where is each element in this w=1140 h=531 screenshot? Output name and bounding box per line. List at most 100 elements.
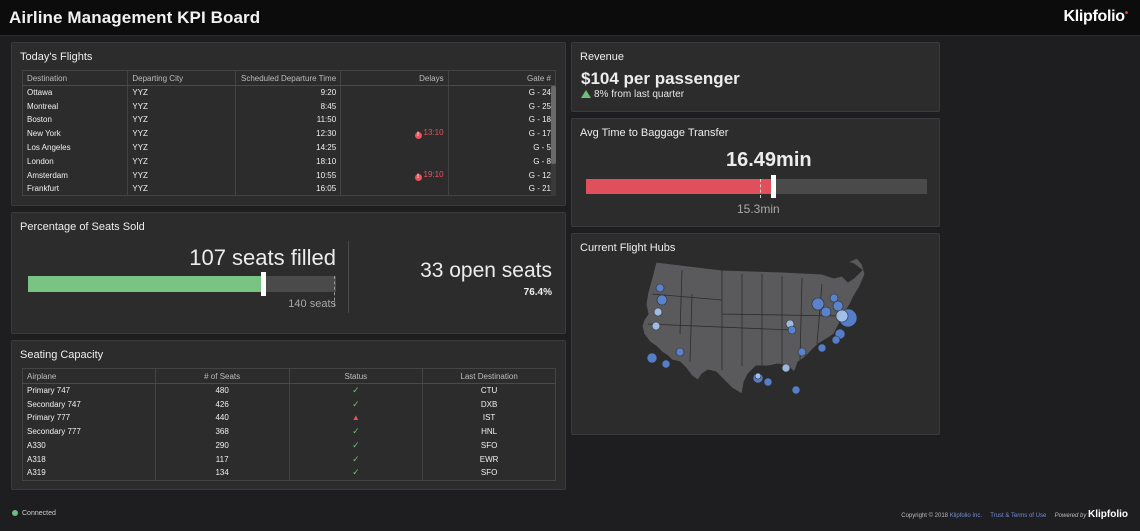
- flight-departing-city: YYZ: [127, 168, 236, 183]
- flight-hub-marker[interactable]: [831, 335, 841, 345]
- seats-bar-track: [28, 272, 336, 296]
- capacity-table: Airplane # of Seats Status Last Destinat…: [22, 368, 556, 481]
- connected-dot-icon: [12, 510, 18, 516]
- capacity-status: ✓: [289, 466, 424, 481]
- flights-scrollbar[interactable]: [551, 86, 556, 196]
- flight-hub-marker[interactable]: [787, 325, 797, 335]
- flight-hub-marker[interactable]: [655, 283, 665, 293]
- capacity-status: ✓: [289, 424, 424, 439]
- us-map-outline: [641, 257, 866, 395]
- flight-hub-marker[interactable]: [754, 372, 762, 380]
- capacity-seats: 290: [155, 438, 290, 453]
- seats-filled-label: 107 seats filled: [189, 245, 336, 270]
- checkmark-icon: ✓: [352, 398, 360, 409]
- flight-hub-marker[interactable]: [829, 293, 839, 303]
- up-arrow-icon: [581, 90, 591, 98]
- flight-hub-marker[interactable]: [763, 377, 773, 387]
- flight-departure-time: 11:50: [235, 113, 342, 127]
- us-map[interactable]: [572, 234, 941, 436]
- capacity-last-destination: EWR: [479, 454, 499, 464]
- checkmark-icon: ✓: [352, 467, 360, 478]
- capacity-row[interactable]: Primary 777 440 ▲ IST: [22, 411, 556, 425]
- flight-hub-marker[interactable]: [811, 297, 825, 311]
- flight-row[interactable]: Frankfurt YYZ 16:05 G - 21: [22, 182, 556, 196]
- hub-points: [646, 283, 858, 395]
- capacity-airplane: A319: [22, 466, 156, 481]
- flight-hub-marker[interactable]: [835, 309, 849, 323]
- powered-by-text: Powered by: [1054, 513, 1087, 519]
- flight-row[interactable]: London YYZ 18:10 G - 8: [22, 154, 556, 169]
- delay-alert-icon: !: [414, 173, 422, 181]
- company-link[interactable]: Klipfolio Inc.: [949, 513, 983, 519]
- flight-hub-marker[interactable]: [781, 363, 791, 373]
- col-gate[interactable]: Gate #: [448, 70, 556, 86]
- flight-destination: Ottawa: [22, 85, 129, 100]
- terms-link[interactable]: Trust & Terms of Use: [990, 513, 1047, 519]
- capacity-row[interactable]: Secondary 747 426 ✓ DXB: [22, 397, 556, 412]
- flight-row[interactable]: Boston YYZ 11:50 G - 18: [22, 113, 556, 127]
- baggage-panel: Avg Time to Baggage Transfer 16.49min 15…: [571, 118, 940, 227]
- seats-sold-panel: Percentage of Seats Sold 107 seats fille…: [11, 212, 566, 334]
- capacity-row[interactable]: A319 134 ✓ SFO: [22, 466, 556, 481]
- baggage-bar-fill: [586, 179, 774, 194]
- col-num-seats[interactable]: # of Seats: [155, 368, 290, 384]
- flight-hub-marker[interactable]: [661, 359, 671, 369]
- flight-hub-marker[interactable]: [653, 307, 663, 317]
- col-last-destination[interactable]: Last Destination: [422, 368, 556, 384]
- flight-hub-marker[interactable]: [820, 306, 832, 318]
- col-departure-time[interactable]: Scheduled Departure Time: [235, 70, 342, 86]
- flight-delay: [340, 182, 449, 196]
- capacity-seats: 368: [155, 424, 290, 439]
- capacity-last-destination: SFO: [480, 441, 498, 451]
- flight-row[interactable]: Montreal YYZ 8:45 G - 25: [22, 99, 556, 114]
- capacity-airplane: A330: [22, 438, 156, 453]
- flight-row[interactable]: Amsterdam YYZ 10:55! 19:10 G - 12: [22, 168, 556, 183]
- flight-departure-time: 12:30: [235, 126, 342, 141]
- flight-row[interactable]: Ottawa YYZ 9:20 G - 24: [22, 85, 556, 100]
- flight-destination: Los Angeles: [22, 140, 129, 155]
- top-bar: Airline Management KPI Board Klipfolio•: [0, 0, 1140, 36]
- flight-gate: G - 17: [528, 129, 551, 139]
- col-delays[interactable]: Delays: [340, 70, 449, 86]
- col-departing-city[interactable]: Departing City: [127, 70, 236, 86]
- capacity-row[interactable]: A330 290 ✓ SFO: [22, 438, 556, 453]
- flight-hub-marker[interactable]: [675, 347, 685, 357]
- flight-hub-marker[interactable]: [656, 294, 668, 306]
- capacity-row[interactable]: Primary 747 480 ✓ CTU: [22, 383, 556, 398]
- revenue-title: Revenue: [580, 51, 625, 63]
- checkmark-icon: ✓: [352, 440, 360, 451]
- capacity-last-destination: CTU: [480, 386, 498, 396]
- flight-hub-marker[interactable]: [817, 343, 827, 353]
- flight-row[interactable]: New York YYZ 12:30! 13:10 G - 17: [22, 126, 556, 141]
- flight-hub-marker[interactable]: [646, 352, 658, 364]
- capacity-status: ✓: [289, 452, 424, 467]
- flight-hub-marker[interactable]: [832, 300, 844, 312]
- dashboard-title: Airline Management KPI Board: [9, 8, 261, 27]
- footer-brand-logo[interactable]: Klipfolio: [1088, 509, 1128, 520]
- connection-status: Connected: [12, 510, 56, 517]
- flight-hub-marker[interactable]: [651, 321, 661, 331]
- col-destination[interactable]: Destination: [22, 70, 129, 86]
- baggage-target-label: 15.3min: [737, 202, 780, 216]
- brand-logo: Klipfolio•: [1064, 8, 1129, 26]
- checkmark-icon: ✓: [352, 385, 360, 396]
- capacity-airplane: A318: [22, 452, 156, 467]
- flight-departing-city: YYZ: [127, 182, 236, 196]
- flight-hub-marker[interactable]: [797, 347, 807, 357]
- flight-destination: Amsterdam: [22, 168, 129, 183]
- flight-gate: G - 5: [533, 143, 551, 153]
- baggage-value: 16.49min: [726, 149, 812, 171]
- flight-hub-marker[interactable]: [791, 385, 801, 395]
- capacity-row[interactable]: Secondary 777 368 ✓ HNL: [22, 424, 556, 439]
- capacity-last-destination: HNL: [481, 427, 498, 437]
- flight-row[interactable]: Los Angeles YYZ 14:25 G - 5: [22, 140, 556, 155]
- col-status[interactable]: Status: [289, 368, 424, 384]
- capacity-row[interactable]: A318 117 ✓ EWR: [22, 452, 556, 467]
- flight-delay: [340, 99, 449, 114]
- flights-scroll-thumb[interactable]: [551, 86, 556, 164]
- flight-destination: Montreal: [22, 99, 129, 114]
- flight-hubs-title: Current Flight Hubs: [580, 242, 676, 254]
- flight-delay: [340, 154, 449, 169]
- col-airplane[interactable]: Airplane: [22, 368, 156, 384]
- capacity-airplane: Primary 777: [22, 411, 156, 425]
